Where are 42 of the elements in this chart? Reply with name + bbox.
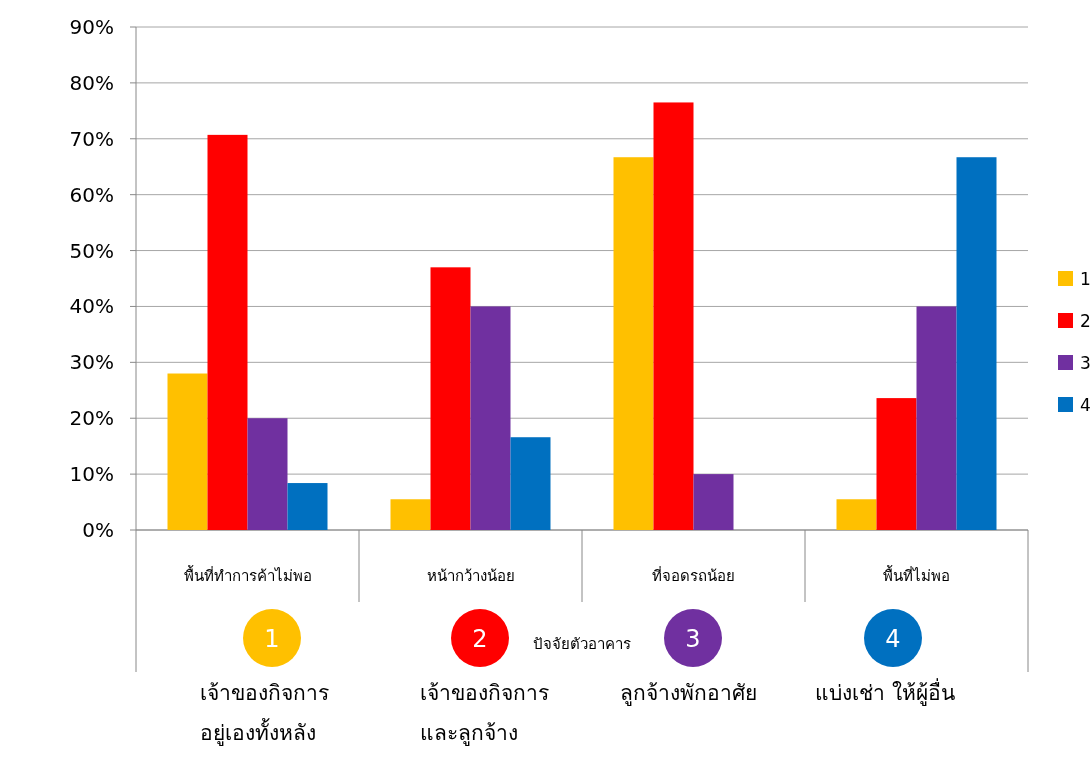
text: 1 — [264, 625, 280, 653]
bar — [956, 157, 997, 530]
bar — [287, 483, 328, 530]
y-tick-label: 60% — [69, 182, 114, 207]
bar — [916, 306, 957, 530]
y-tick-label: 90% — [69, 15, 114, 39]
legend-label: 4 — [1080, 395, 1091, 415]
text: แบ่งเช่า ให้ผู้อื่น — [815, 678, 955, 706]
x-tick-label: พื้นที่ไม่พอ — [883, 565, 950, 585]
text: ลูกจ้างพักอาศัย — [620, 681, 757, 706]
y-tick-label: 70% — [69, 126, 114, 151]
x-tick-label: พื้นที่ทำการค้าไม่พอ — [183, 565, 312, 585]
bar — [653, 102, 694, 530]
text: 3 — [685, 625, 701, 653]
x-tick-label: ที่จอดรถน้อย — [652, 565, 735, 585]
bar — [510, 437, 551, 530]
bar — [693, 474, 734, 530]
bar — [430, 267, 471, 530]
y-tick-label: 80% — [69, 70, 114, 95]
text: 4 — [885, 625, 901, 653]
text: เจ้าของกิจการ อยู่เองทั้งหลัง — [200, 681, 329, 746]
bar — [207, 134, 248, 530]
bar — [470, 306, 511, 530]
bar — [390, 499, 431, 530]
legend-label: 1 — [1080, 269, 1091, 289]
bar — [836, 499, 877, 530]
y-tick-label: 30% — [69, 350, 114, 375]
bar — [247, 418, 288, 530]
x-axis-title: ปัจจัยตัวอาคาร — [533, 635, 631, 653]
bar — [613, 157, 654, 530]
y-tick-label: 40% — [69, 294, 114, 319]
y-tick-label: 0% — [82, 518, 114, 542]
legend-label: 3 — [1080, 353, 1091, 373]
y-tick-label: 20% — [69, 406, 114, 431]
text: เจ้าของกิจการ และลูกจ้าง — [420, 681, 549, 746]
bar — [876, 398, 917, 530]
text: 2 — [472, 625, 488, 653]
legend-label: 2 — [1080, 311, 1091, 331]
y-tick-label: 10% — [69, 462, 114, 487]
x-tick-label: หน้ากว้างน้อย — [426, 567, 515, 585]
bar — [167, 373, 208, 530]
y-tick-label: 50% — [69, 238, 114, 263]
